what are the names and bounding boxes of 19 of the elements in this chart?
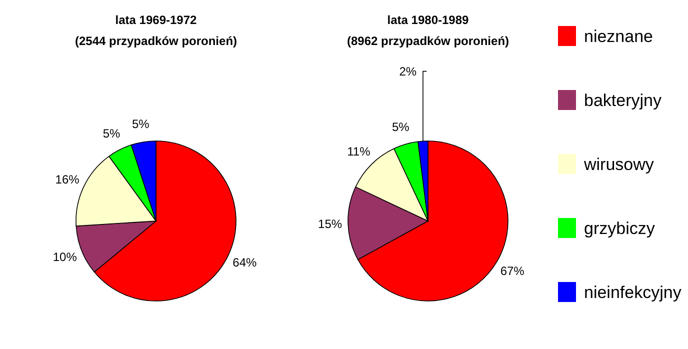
chart-title: lata 1969-1972: [115, 13, 198, 27]
legend-label: wirusowy: [583, 155, 654, 174]
data-label: 5%: [392, 120, 410, 134]
data-label: 5%: [132, 117, 150, 132]
chart-title: lata 1980-1989: [387, 13, 470, 27]
legend-label: bakteryjny: [584, 91, 662, 110]
legend-label: nieznane: [584, 27, 654, 46]
data-label: 10%: [52, 250, 78, 264]
data-label: 15%: [318, 217, 342, 232]
legend-label: grzybiczy: [584, 219, 656, 238]
data-label: 67%: [500, 264, 525, 278]
data-label: 2%: [399, 64, 417, 78]
legend-label: nieinfekcyjny: [584, 283, 682, 302]
text: (2544 przypadków poronień): [74, 34, 238, 48]
data-label: 11%: [347, 144, 371, 159]
chart-subtitle: (8962 przypadków poronień): [346, 34, 510, 48]
data-label: 64%: [232, 256, 258, 270]
data-label: 5%: [102, 126, 121, 141]
data-label: 16%: [55, 172, 80, 186]
